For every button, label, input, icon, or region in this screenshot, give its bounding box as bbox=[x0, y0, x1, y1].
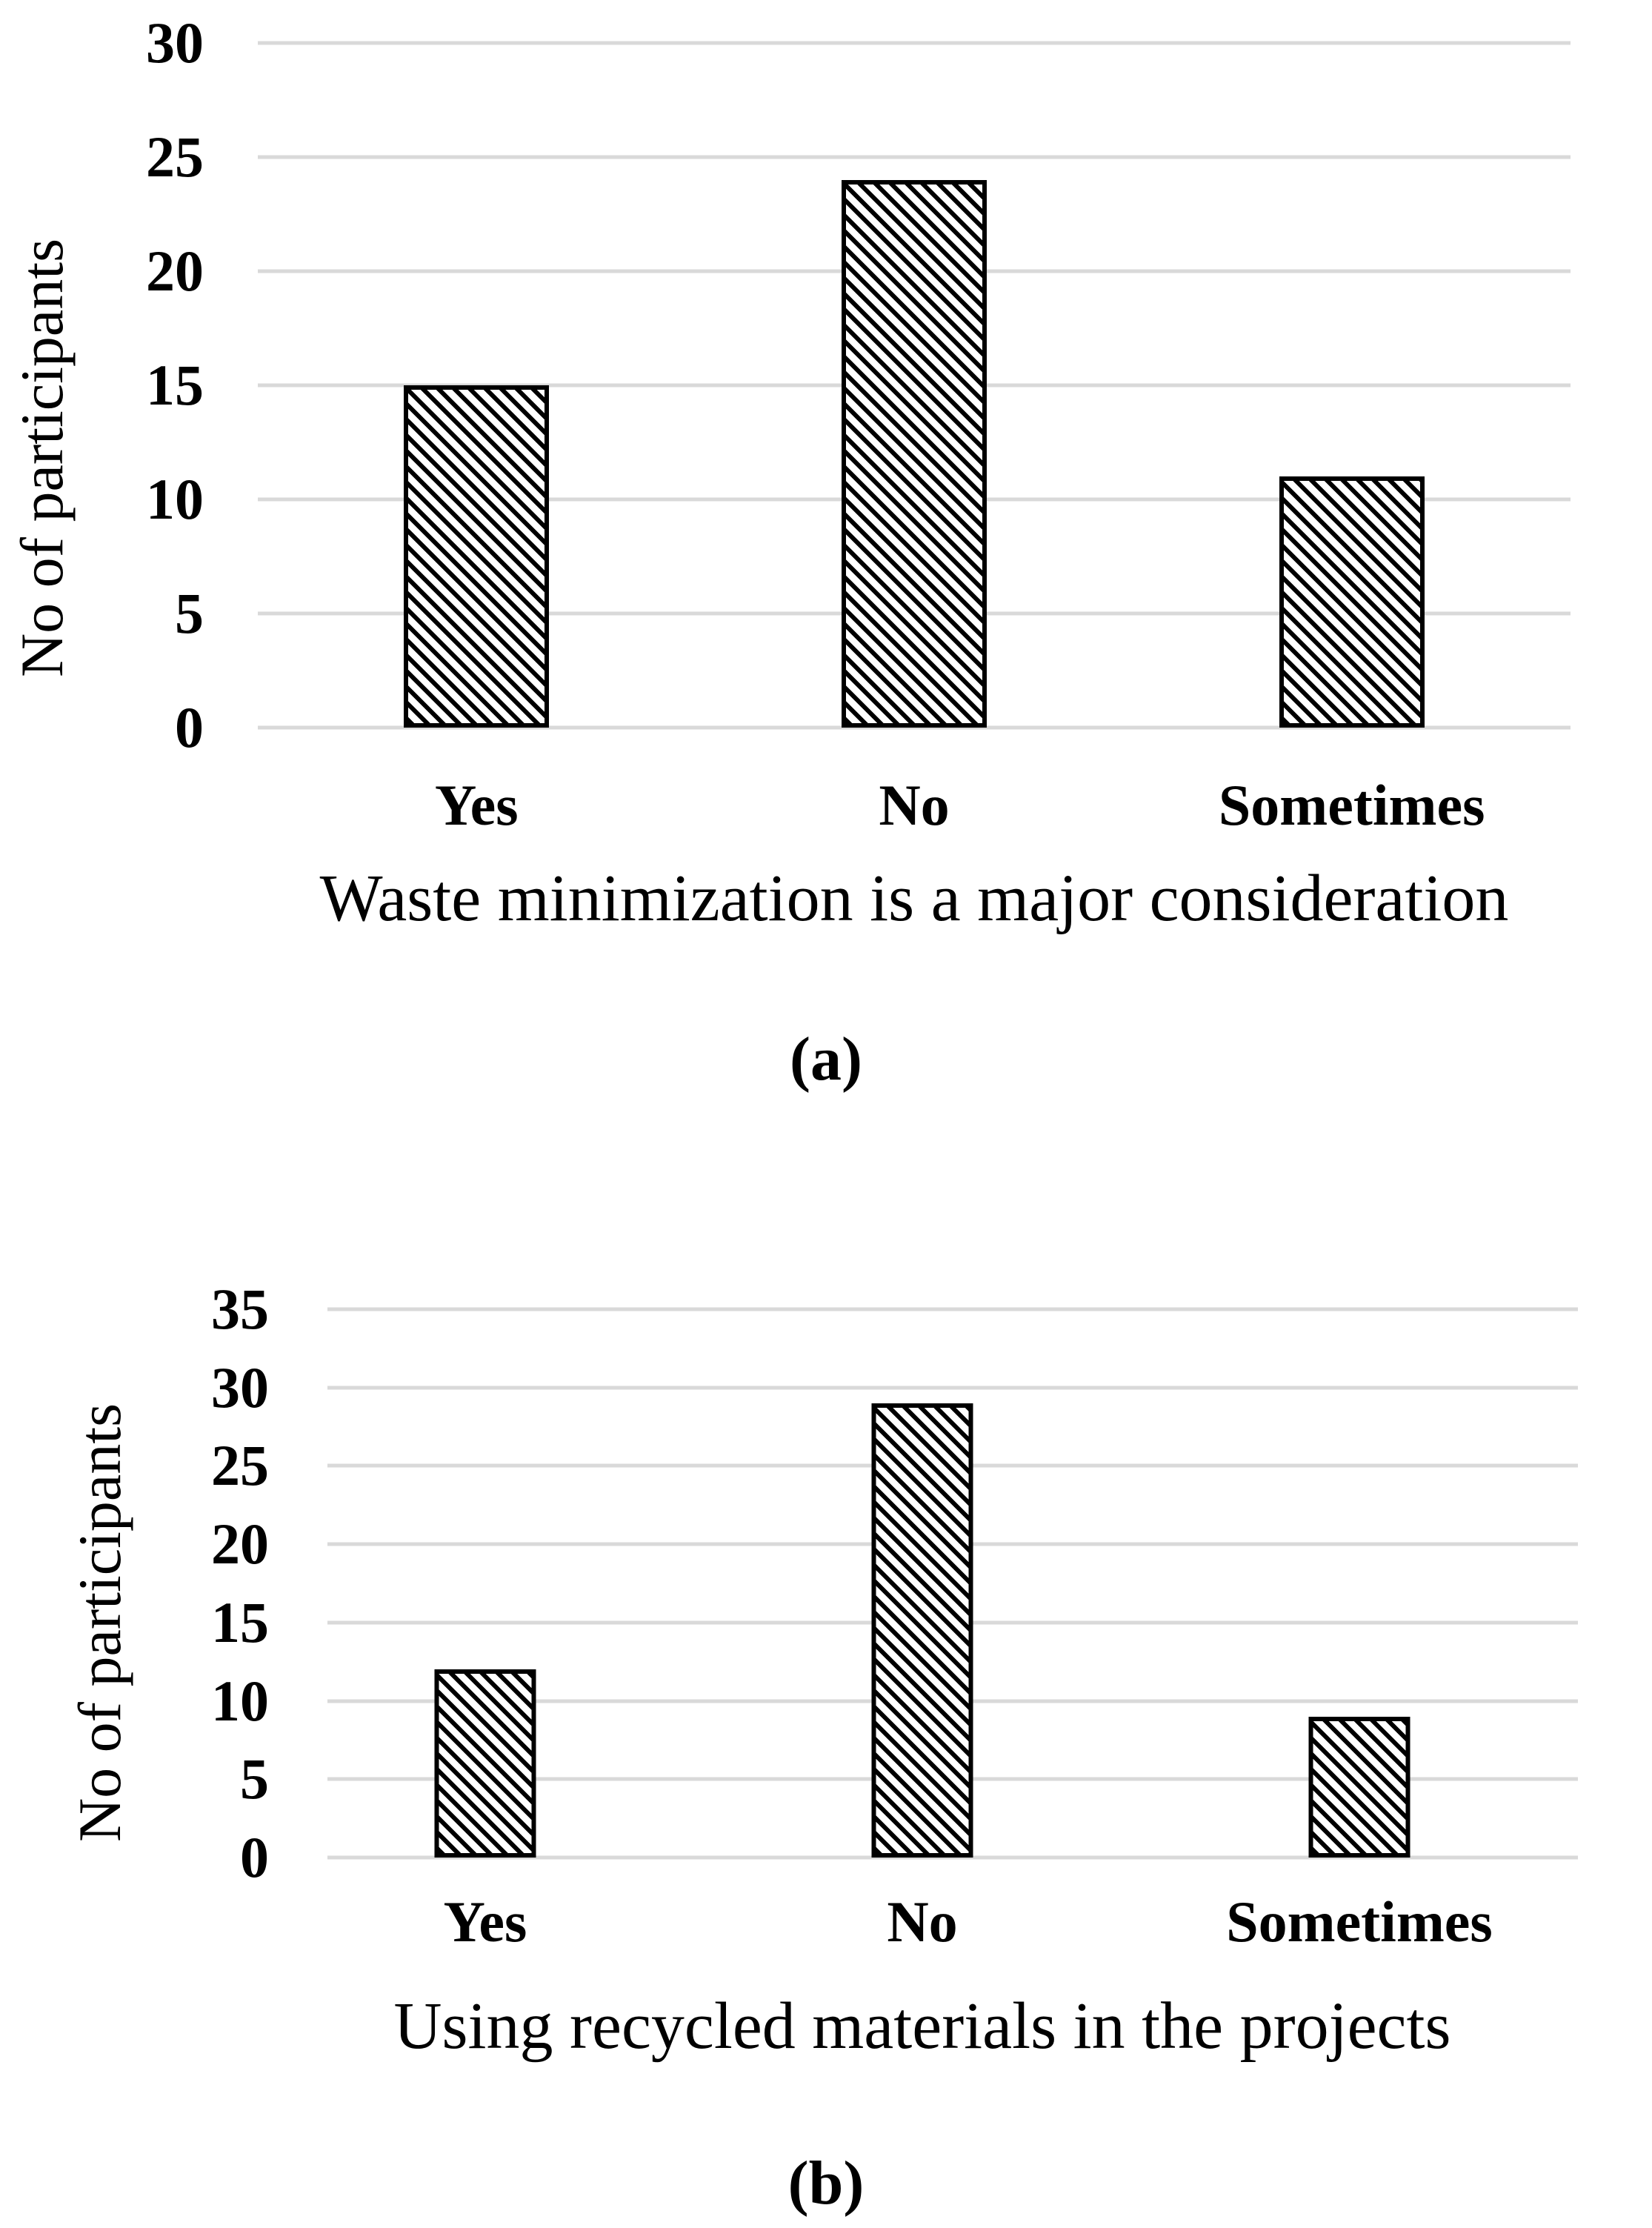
y-tick-label: 25 bbox=[146, 124, 204, 189]
bar-no bbox=[871, 1403, 973, 1858]
subfigure-caption: (a) bbox=[790, 1025, 862, 1094]
y-axis-tick-labels: 35 30 25 20 15 10 5 0 bbox=[119, 1280, 269, 1886]
y-tick-label: 30 bbox=[146, 10, 204, 75]
y-tick-label: 5 bbox=[175, 581, 204, 645]
y-tick-label: 5 bbox=[240, 1746, 269, 1812]
y-tick-label: 20 bbox=[146, 238, 204, 303]
bar-sometimes bbox=[1308, 1716, 1410, 1858]
chart-a-waste-minimization: No of participants 30 25 20 15 10 5 0 Yes No Som… bbox=[8, 14, 1571, 1094]
subfigure-caption: (b) bbox=[787, 2149, 865, 2218]
x-category-label: No bbox=[879, 773, 950, 837]
plot-area bbox=[258, 41, 1571, 730]
gridline-0 bbox=[258, 725, 1571, 730]
x-category-label: Yes bbox=[443, 1889, 527, 1954]
y-tick-label: 20 bbox=[211, 1512, 269, 1577]
x-axis-title: Using recycled materials in the projects bbox=[393, 1989, 1451, 2063]
y-tick-label: 25 bbox=[211, 1433, 269, 1498]
y-tick-label: 35 bbox=[211, 1277, 269, 1341]
plot-area bbox=[267, 1307, 1578, 1860]
y-tick-label: 15 bbox=[211, 1589, 269, 1655]
gridline-30 bbox=[258, 41, 1571, 45]
x-category-label: Sometimes bbox=[1226, 1889, 1493, 1954]
bars bbox=[267, 1309, 1578, 1858]
x-category-label: Sometimes bbox=[1218, 773, 1485, 837]
y-tick-label: 30 bbox=[211, 1354, 269, 1420]
x-axis-category-labels: Yes No Sometimes bbox=[258, 777, 1571, 851]
y-axis-tick-labels: 30 25 20 15 10 5 0 bbox=[67, 14, 204, 756]
x-axis-category-labels: Yes No Sometimes bbox=[267, 1893, 1578, 1967]
bar-yes bbox=[404, 385, 550, 728]
y-tick-label: 10 bbox=[211, 1668, 269, 1733]
y-axis-title: No of participants bbox=[8, 238, 76, 678]
gridline-25 bbox=[258, 155, 1571, 159]
y-tick-label: 0 bbox=[175, 695, 204, 759]
y-tick-label: 0 bbox=[240, 1825, 269, 1889]
gridline-30 bbox=[327, 1386, 1578, 1390]
y-tick-label: 15 bbox=[146, 353, 204, 417]
chart-b-recycled-materials: No of participants 35 30 25 20 15 10 5 0 Yes No S… bbox=[0, 1148, 1652, 2228]
bar-no bbox=[842, 179, 987, 728]
bars bbox=[258, 43, 1571, 728]
y-tick-label: 10 bbox=[146, 466, 204, 531]
bar-yes bbox=[434, 1669, 536, 1858]
gridline-35 bbox=[327, 1307, 1578, 1311]
x-category-label: No bbox=[887, 1889, 958, 1954]
gridline-0 bbox=[327, 1855, 1578, 1860]
bar-sometimes bbox=[1279, 476, 1425, 728]
x-category-label: Yes bbox=[434, 773, 519, 837]
x-axis-title: Waste minimization is a major considerat… bbox=[319, 862, 1509, 935]
